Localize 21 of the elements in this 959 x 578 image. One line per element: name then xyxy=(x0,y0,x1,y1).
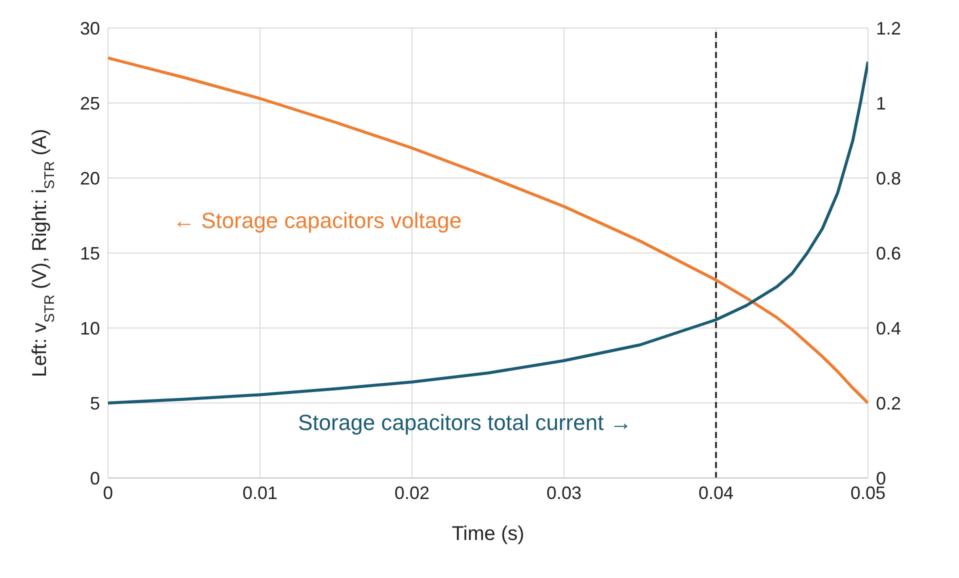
y-tick-label: 5 xyxy=(90,393,100,414)
y2-tick-label: 1.2 xyxy=(876,18,902,38)
x-tick-label: 0.02 xyxy=(394,482,430,503)
y2-tick-label: 0.4 xyxy=(876,318,902,338)
y-tick-label: 25 xyxy=(80,93,100,114)
y-tick-label: 10 xyxy=(80,318,100,338)
x-tick-label: 0.03 xyxy=(546,482,582,503)
x-axis-title: Time (s) xyxy=(452,523,524,545)
y-tick-label: 15 xyxy=(80,243,100,264)
y2-tick-label: 1 xyxy=(876,93,886,114)
y-tick-label: 0 xyxy=(90,468,100,488)
y-tick-label: 30 xyxy=(80,18,100,38)
y2-tick-label: 0.2 xyxy=(876,393,902,414)
y-tick-label: 20 xyxy=(80,168,100,188)
y2-tick-label: 0.8 xyxy=(876,168,902,188)
annotation: ← Storage capacitors voltage xyxy=(173,208,462,234)
x-tick-label: 0 xyxy=(102,482,114,503)
y2-tick-label: 0.6 xyxy=(876,243,902,264)
x-tick-label: 0.04 xyxy=(698,482,734,503)
annotation: Storage capacitors total current → xyxy=(298,410,632,436)
x-tick-label: 0.01 xyxy=(242,482,278,503)
